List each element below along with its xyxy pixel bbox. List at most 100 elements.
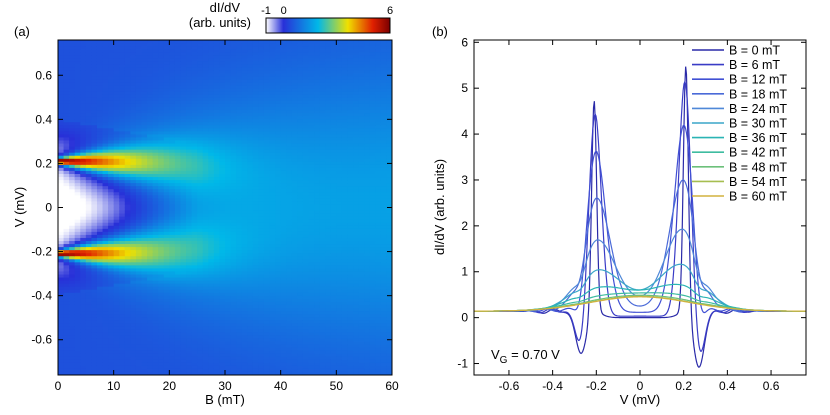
heatmap-cell (141, 143, 148, 148)
heatmap-cell (213, 146, 221, 151)
heatmap-cell (91, 52, 98, 56)
heatmap-cell (158, 237, 165, 242)
heatmap-cell (230, 213, 237, 218)
heatmap-cell (152, 222, 159, 227)
heatmap-cell (269, 52, 276, 56)
heatmap-cell (208, 253, 215, 257)
heatmap-cell (174, 335, 182, 340)
heatmap-cell (269, 67, 276, 72)
heatmap-cell (308, 73, 315, 78)
heatmap-cell (96, 189, 104, 193)
heatmap-cell (236, 359, 243, 364)
heatmap-cell (197, 210, 204, 215)
heatmap-cell (135, 280, 143, 285)
heatmap-cell (208, 277, 215, 282)
heatmap-cell (258, 320, 265, 324)
heatmap-cell (263, 262, 271, 266)
heatmap-cell (130, 353, 137, 358)
heatmap-cell (96, 207, 104, 212)
heatmap-cell (174, 192, 182, 196)
heatmap-cell (252, 295, 259, 300)
heatmap-cell (124, 298, 131, 303)
heatmap-cell (108, 195, 115, 199)
heatmap-cell (275, 110, 282, 114)
heatmap-cell (286, 341, 293, 346)
heatmap-cell (113, 338, 120, 343)
heatmap-cell (147, 244, 154, 248)
heatmap-cell (297, 207, 304, 212)
heatmap-cell (135, 308, 143, 312)
heatmap-cell (174, 88, 182, 93)
heatmap-cell (152, 158, 159, 163)
heatmap-cell (102, 320, 109, 324)
heatmap-cell (58, 107, 65, 111)
heatmap-cell (63, 326, 70, 330)
heatmap-cell (130, 46, 137, 50)
heatmap-cell (124, 368, 131, 373)
heatmap-cell (113, 64, 120, 69)
heatmap-cell (280, 186, 287, 190)
heatmap-cell (174, 371, 182, 375)
heatmap-cell (147, 280, 154, 285)
heatmap-cell (286, 58, 293, 62)
heatmap-cell (108, 170, 115, 175)
heatmap-cell (91, 362, 98, 367)
heatmap-cell (113, 213, 120, 218)
heatmap-cell (247, 58, 254, 62)
heatmap-cell (58, 70, 65, 75)
heatmap-cell (247, 292, 254, 297)
heatmap-cell (297, 219, 304, 224)
heatmap-cell (241, 134, 248, 139)
heatmap-cell (219, 195, 226, 199)
heatmap-cell (263, 362, 271, 367)
heatmap-cell (230, 283, 237, 288)
heatmap-cell (147, 262, 154, 266)
heatmap-cell (208, 155, 215, 160)
heatmap-cell (263, 107, 271, 111)
heatmap-cell (158, 49, 165, 53)
heatmap-cell (91, 295, 98, 300)
heatmap-cell (230, 237, 237, 242)
heatmap-cell (74, 94, 81, 99)
heatmap-cell (113, 253, 120, 257)
heatmap-cell (174, 204, 182, 209)
heatmap-cell (96, 314, 104, 318)
heatmap-cell (208, 274, 215, 279)
heatmap-cell (58, 85, 65, 90)
heatmap-cell (302, 338, 310, 343)
colorbar-ticks: -1 0 6 (261, 5, 393, 17)
heatmap-cell (174, 219, 182, 224)
heatmap-cell (63, 103, 70, 108)
heatmap-cell (91, 125, 98, 129)
heatmap-cell (96, 213, 104, 218)
heatmap-cell (236, 241, 243, 245)
heatmap-cell (74, 198, 81, 203)
heatmap-cell (258, 298, 265, 303)
heatmap-cell (158, 186, 165, 190)
heatmap-cell (80, 110, 87, 114)
heatmap-cell (247, 64, 254, 69)
heatmap-cell (180, 332, 187, 337)
heatmap-cell (96, 265, 104, 270)
heatmap-cell (236, 73, 243, 78)
heatmap-cell (208, 320, 215, 324)
heatmap-cell (247, 155, 254, 160)
heatmap-cell (230, 164, 237, 169)
heatmap-cell (208, 216, 215, 221)
heatmap-cell (108, 329, 115, 333)
heatmap-cell (208, 241, 215, 245)
heatmap-cell (308, 125, 315, 129)
heatmap-cell (91, 292, 98, 297)
heatmap-cell (119, 177, 126, 181)
heatmap-cell (124, 137, 131, 142)
heatmap-cell (280, 368, 287, 373)
heatmap-cell (219, 259, 226, 263)
heatmap-cell (186, 219, 193, 224)
heatmap-cell (302, 155, 310, 160)
heatmap-cell (269, 70, 276, 75)
heatmap-cell (147, 295, 154, 300)
heatmap-cell (119, 274, 126, 279)
heatmap-cell (219, 244, 226, 248)
heatmap-cell (69, 241, 76, 245)
heatmap-cell (96, 110, 104, 114)
